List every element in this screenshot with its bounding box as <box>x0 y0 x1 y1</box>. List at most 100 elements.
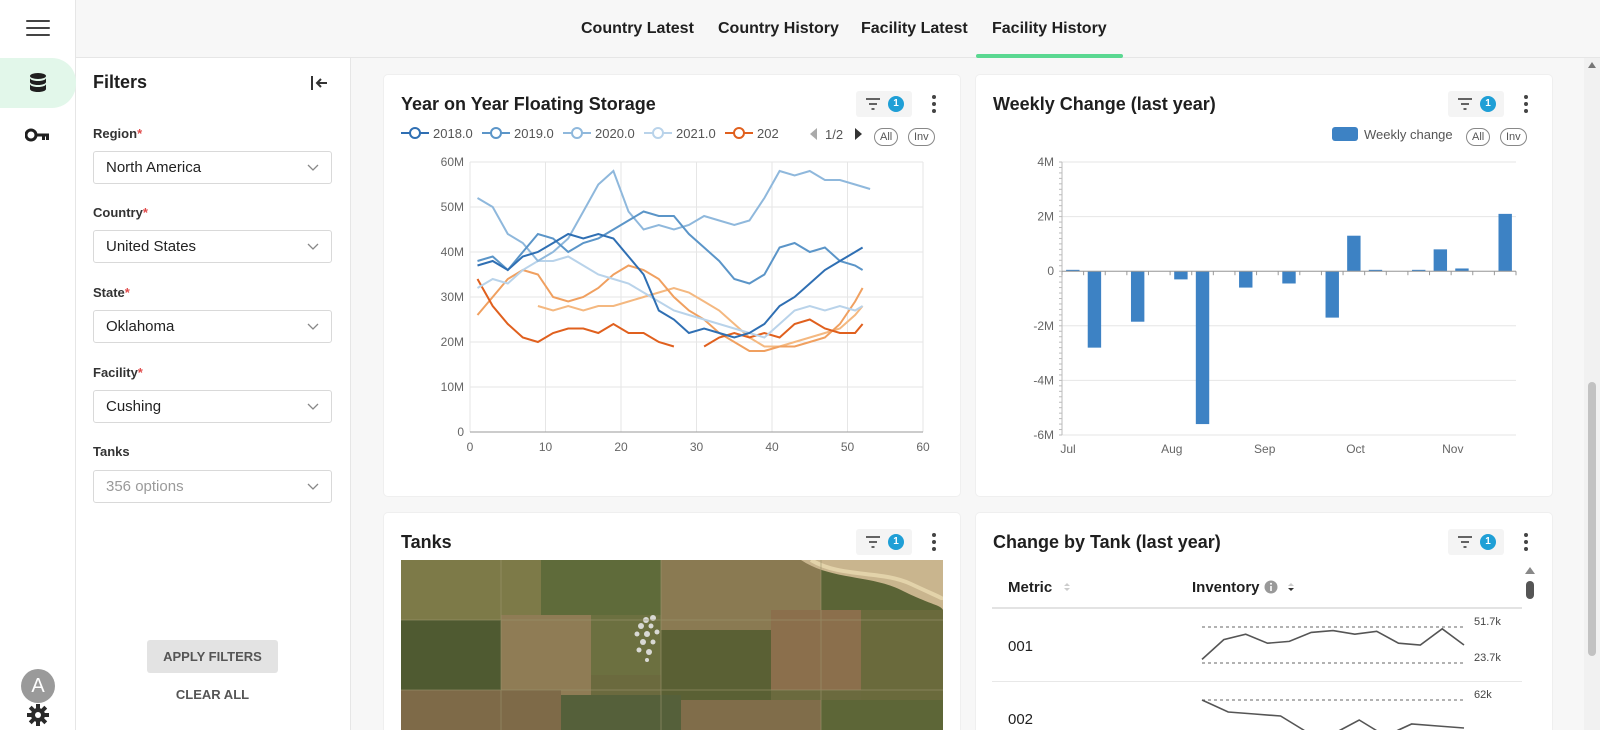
tanks-select[interactable]: 356 options <box>93 470 332 503</box>
filter-count-badge: 1 <box>1480 534 1496 550</box>
facility-label: Facility* <box>93 365 143 380</box>
x-tick-label: Sep <box>1254 442 1276 456</box>
more-icon[interactable] <box>1518 531 1534 553</box>
filter-icon <box>1458 98 1472 110</box>
clear-all-button[interactable]: CLEAR ALL <box>175 687 250 702</box>
more-icon[interactable] <box>926 531 942 553</box>
filter-icon <box>1458 536 1472 548</box>
legend-prev-icon[interactable] <box>808 127 818 144</box>
legend-item-5[interactable]: 202 <box>724 126 779 141</box>
bar <box>1368 269 1383 272</box>
metric-cell: 001 <box>1008 638 1034 655</box>
scroll-up-icon[interactable] <box>1588 62 1596 68</box>
column-metric[interactable]: Metric <box>1008 579 1072 596</box>
y-tick-label: 60M <box>441 155 464 169</box>
y-tick-label: 0 <box>1047 264 1054 278</box>
bar <box>1195 271 1210 425</box>
weekly-title: Weekly Change (last year) <box>993 94 1216 114</box>
legend-item-4[interactable]: 2021.0 <box>643 126 716 141</box>
y-tick-label: 4M <box>1037 155 1054 169</box>
country-select[interactable]: United States <box>93 230 332 263</box>
avatar[interactable]: A <box>21 669 55 703</box>
legend-all-button[interactable]: All <box>1466 128 1491 146</box>
y-tick-label: -4M <box>1033 373 1054 387</box>
filter-count-badge: 1 <box>1480 96 1496 112</box>
change-by-tank-card: Change by Tank (last year) 1 Metric Inve… <box>976 513 1552 730</box>
table-scrollbar[interactable] <box>1524 567 1536 730</box>
x-tick-label: 10 <box>539 440 553 454</box>
page-scrollbar[interactable] <box>1584 58 1600 730</box>
tanks-card: Tanks 1 <box>384 513 960 730</box>
y-tick-label: -2M <box>1033 319 1054 333</box>
collapse-panel-icon[interactable] <box>308 72 330 94</box>
tab-country-history[interactable]: Country History <box>718 20 839 37</box>
legend-item-3[interactable]: 2020.0 <box>562 126 635 141</box>
x-tick-label: 20 <box>614 440 628 454</box>
key-icon[interactable] <box>20 122 56 148</box>
menu-icon[interactable] <box>26 20 50 38</box>
sort-icon <box>1064 583 1071 591</box>
info-icon[interactable] <box>1264 580 1278 594</box>
chevron-down-icon <box>307 483 319 490</box>
yoy-title: Year on Year Floating Storage <box>401 94 656 114</box>
sparkline-path <box>1201 627 1465 660</box>
bar <box>1433 249 1448 272</box>
change-filter-button[interactable]: 1 <box>1448 529 1504 555</box>
bar <box>1325 271 1339 318</box>
legend-inverse-button[interactable]: Inv <box>908 128 935 146</box>
weekly-filter-button[interactable]: 1 <box>1448 91 1504 117</box>
x-tick-label: 50 <box>841 440 855 454</box>
x-tick-label: Nov <box>1442 442 1463 456</box>
tab-facility-history[interactable]: Facility History <box>976 0 1123 58</box>
series-line-3 <box>476 169 871 263</box>
chevron-down-icon <box>307 403 319 410</box>
series-line-4 <box>476 255 864 339</box>
scroll-thumb[interactable] <box>1588 382 1596 656</box>
settings-icon[interactable] <box>25 702 51 728</box>
apply-filters-button[interactable]: APPLY FILTERS <box>147 640 278 673</box>
x-tick-label: 0 <box>467 440 474 454</box>
database-icon[interactable] <box>0 58 76 108</box>
more-icon[interactable] <box>926 93 942 115</box>
tanks-filter-button[interactable]: 1 <box>856 529 912 555</box>
legend-all-button[interactable]: All <box>874 128 899 146</box>
bar <box>1239 271 1253 288</box>
metric-cell: 002 <box>1008 711 1034 728</box>
chevron-down-icon <box>307 164 319 171</box>
column-inventory[interactable]: Inventory <box>1192 579 1296 596</box>
legend-inverse-button[interactable]: Inv <box>1500 128 1527 146</box>
y-tick-label: 0 <box>457 425 464 439</box>
sparkline-path <box>1201 699 1465 730</box>
yoy-filter-button[interactable]: 1 <box>856 91 912 117</box>
legend-item-1[interactable]: 2018.0 <box>400 126 473 141</box>
change-by-tank-title: Change by Tank (last year) <box>993 532 1221 552</box>
tab-facility-latest[interactable]: Facility Latest <box>861 20 968 37</box>
table-row[interactable]: 002 62k <box>992 683 1522 730</box>
sparkline-min-label: 23.7k <box>1474 652 1501 664</box>
bar <box>1347 235 1361 272</box>
bar <box>1412 269 1426 272</box>
y-tick-label: -6M <box>1033 428 1054 442</box>
filter-count-badge: 1 <box>888 534 904 550</box>
legend-next-icon[interactable] <box>854 127 864 144</box>
table-header: Metric Inventory <box>992 569 1522 609</box>
satellite-map[interactable] <box>401 560 943 730</box>
tab-country-latest[interactable]: Country Latest <box>581 20 694 37</box>
bar <box>1455 268 1469 272</box>
y-tick-label: 20M <box>441 335 464 349</box>
region-label: Region* <box>93 126 143 141</box>
filters-title: Filters <box>93 72 148 92</box>
y-tick-label: 30M <box>441 290 464 304</box>
more-icon[interactable] <box>1518 93 1534 115</box>
series-line-6 <box>476 264 864 352</box>
weekly-card: Weekly Change (last year) 1 Weekly chang… <box>976 75 1552 496</box>
legend-item-2[interactable]: 2019.0 <box>481 126 554 141</box>
region-select[interactable]: North America <box>93 151 332 184</box>
legend-weekly-change[interactable]: Weekly change <box>1332 127 1453 142</box>
x-tick-label: 30 <box>690 440 704 454</box>
state-select[interactable]: Oklahoma <box>93 310 332 343</box>
x-tick-label: 40 <box>765 440 779 454</box>
table-row[interactable]: 001 51.7k 23.7k <box>992 610 1522 682</box>
facility-select[interactable]: Cushing <box>93 390 332 423</box>
